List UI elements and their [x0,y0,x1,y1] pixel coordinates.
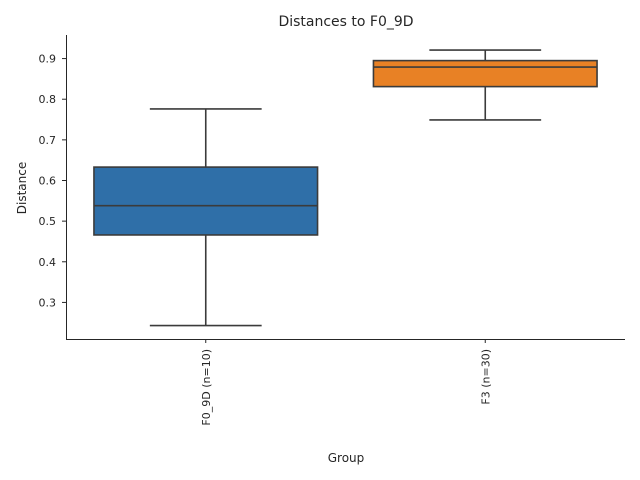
y-tick-label: 0.3 [39,296,57,309]
x-axis-label: Group [328,451,365,465]
y-tick-label: 0.8 [39,93,57,106]
y-tick-label: 0.7 [39,134,57,147]
plot-area [93,49,598,327]
box-group [93,108,319,327]
y-tick-label: 0.5 [39,215,57,228]
y-tick-label: 0.6 [39,174,57,187]
box-group [372,49,598,121]
y-axis-ticks: 0.3 0.4 0.5 0.6 0.7 0.8 0.9 [39,53,66,309]
y-tick-label: 0.4 [39,256,57,269]
x-tick-label: F3 (n=30) [479,349,492,405]
iqr-box [93,166,319,236]
chart-title: Distances to F0_9D [278,14,413,30]
x-axis-ticks: F0_9D (n=10) F3 (n=30) [200,339,492,426]
y-axis-label: Distance [15,162,29,214]
x-tick-label: F0_9D (n=10) [200,349,213,426]
iqr-box [372,59,598,88]
y-tick-label: 0.9 [39,53,57,66]
